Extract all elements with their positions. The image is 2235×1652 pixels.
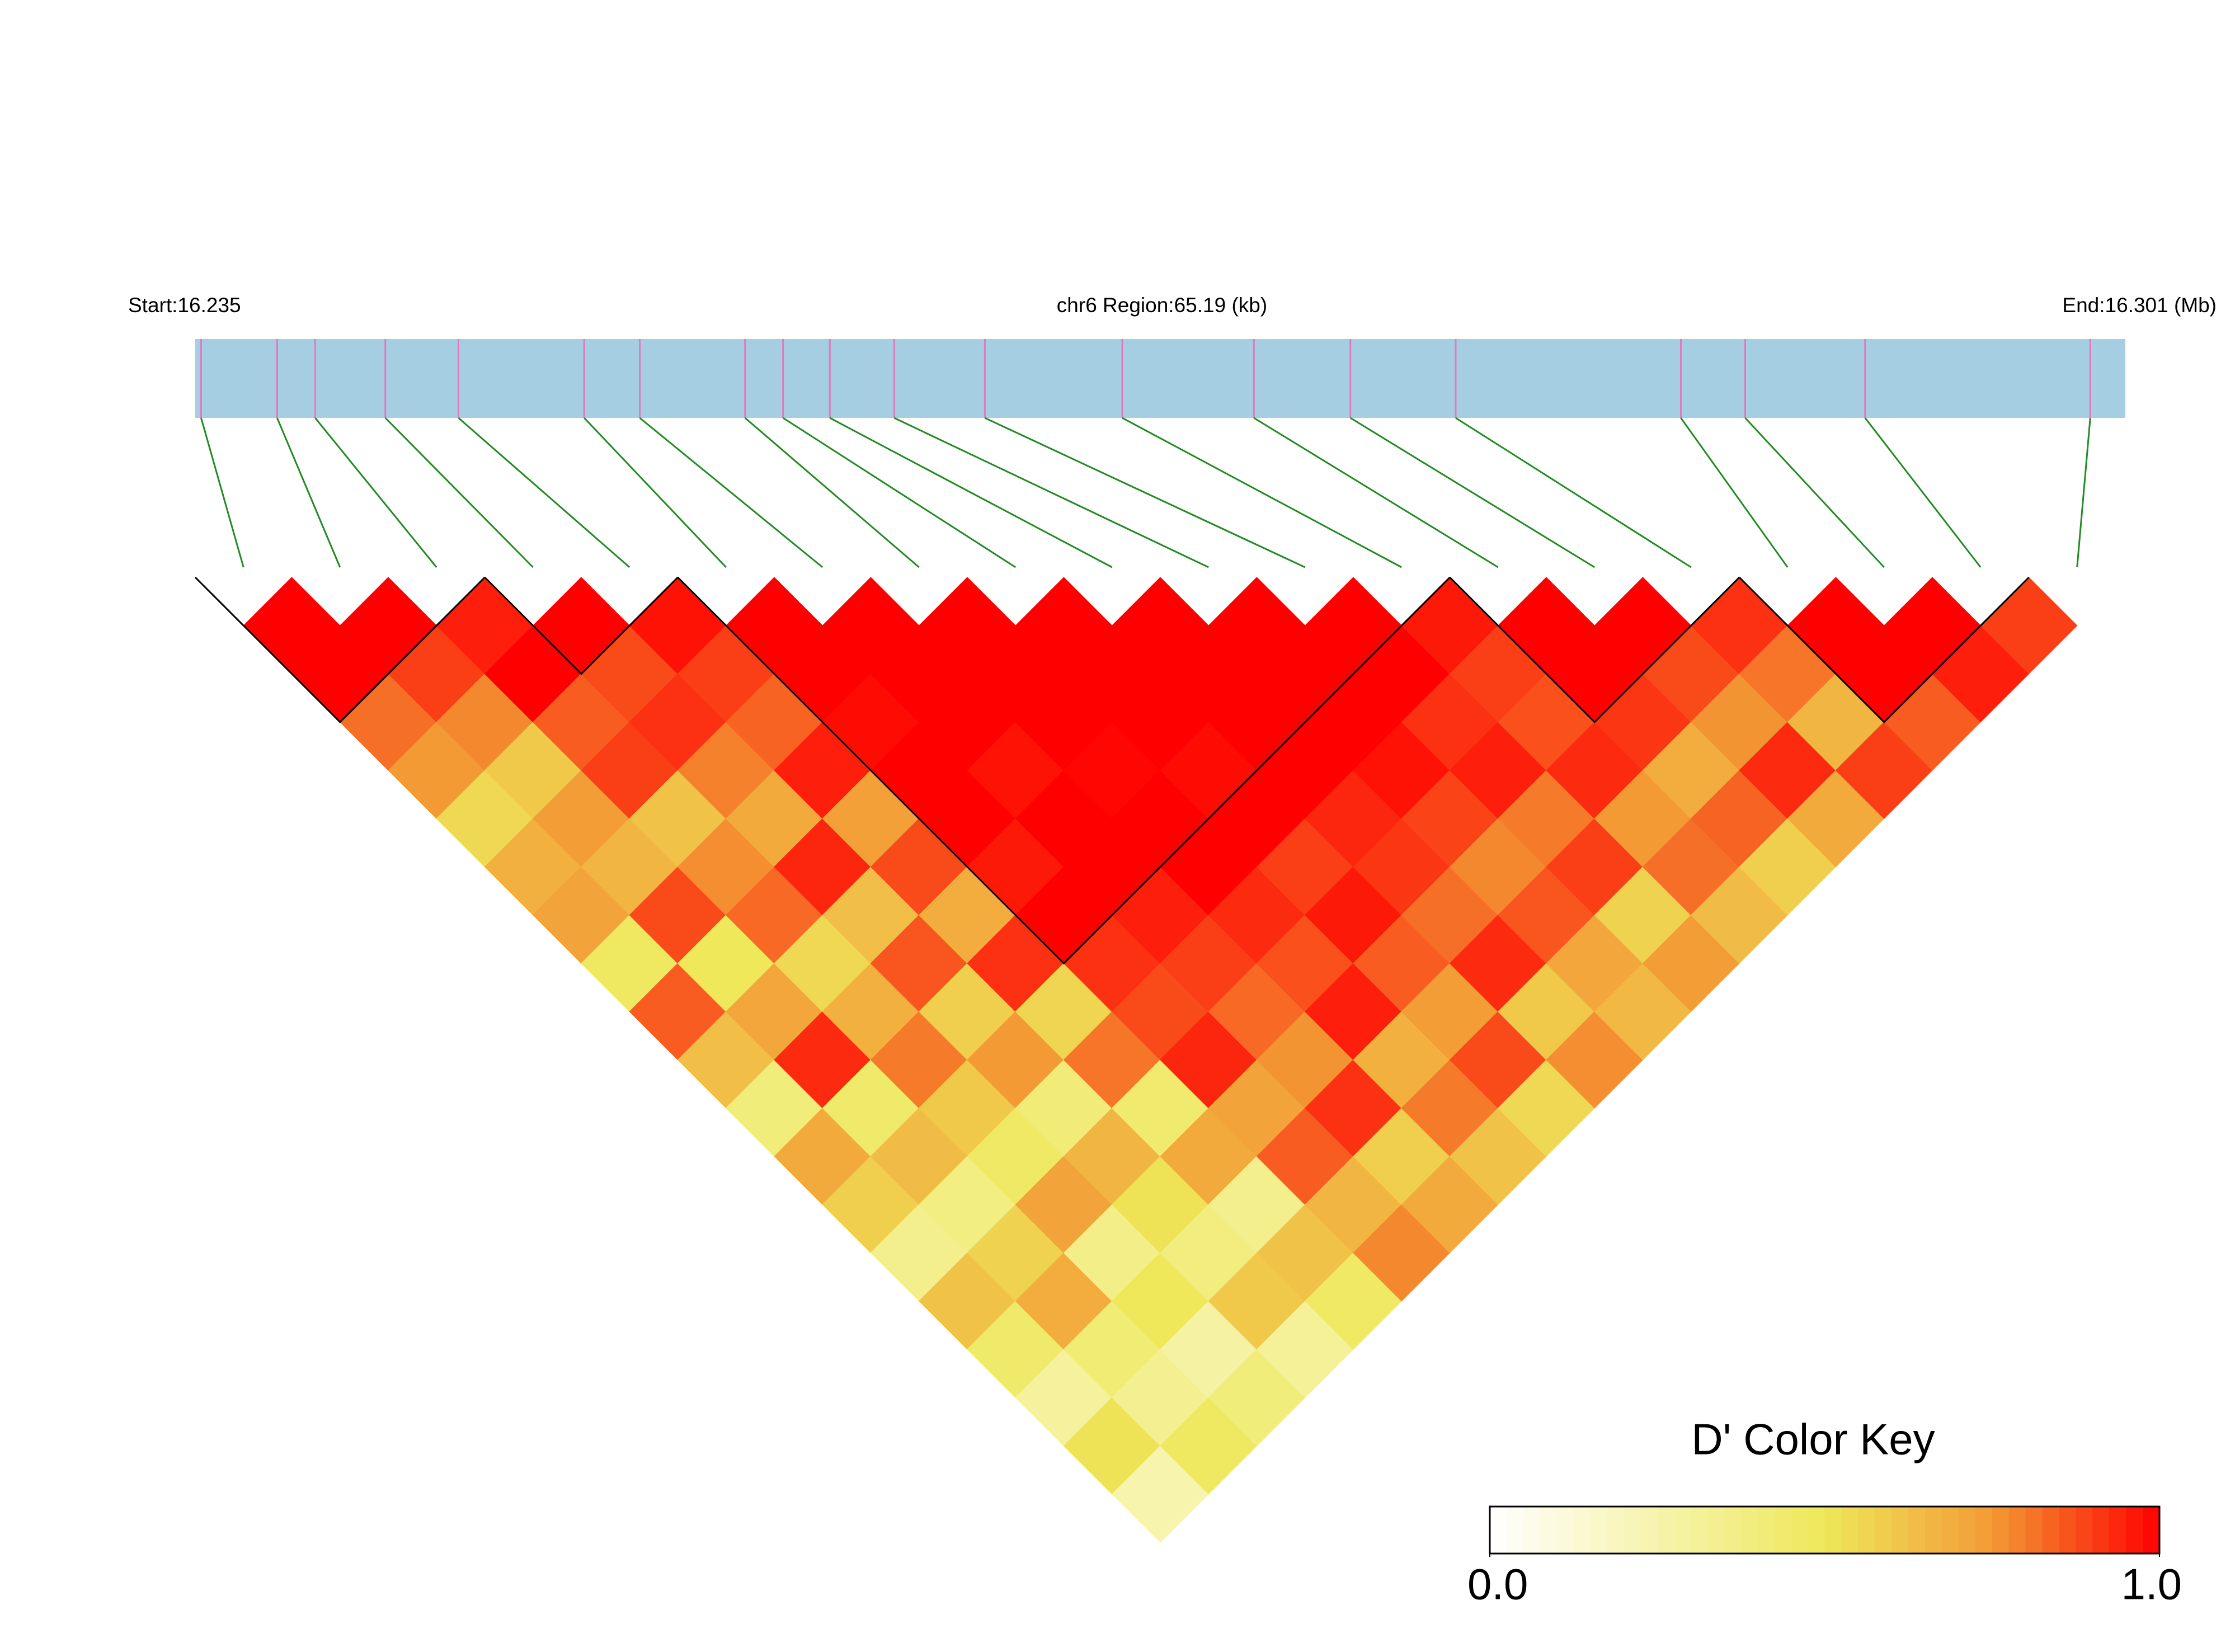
snp-connector (1253, 417, 1499, 568)
snp-connector (200, 417, 244, 568)
snp-connector (1455, 417, 1692, 568)
snp-connector (314, 417, 437, 568)
colorbar-step (1891, 1507, 1909, 1554)
end-label: End:16.301 (Mb) (2062, 294, 2217, 317)
region-label: chr6 Region:65.19 (kb) (1057, 294, 1267, 317)
colorbar-step (1540, 1507, 1558, 1554)
colorbar-step (2042, 1507, 2059, 1554)
snp-connector (782, 417, 1017, 568)
snp-connector (458, 417, 630, 568)
ld-block (1738, 576, 2030, 723)
colorbar-step (1573, 1507, 1591, 1554)
colorbar-step (1640, 1507, 1658, 1554)
colorbar-step (1975, 1507, 1993, 1554)
colorbar-tick-label: 0.0 (1467, 1560, 1528, 1609)
colorbar-step (2025, 1507, 2043, 1554)
colorbar-step (2109, 1507, 2126, 1554)
colorbar-step (2092, 1507, 2110, 1554)
snp-connector (584, 417, 727, 568)
colorbar-step (1757, 1507, 1775, 1554)
colorbar-step (1523, 1507, 1541, 1554)
snp-connector (384, 417, 534, 568)
colorbar-step (2076, 1507, 2093, 1554)
snp-connector (1680, 417, 1789, 568)
colorbar-step (1740, 1507, 1758, 1554)
snp-connector (744, 417, 920, 568)
ld-block (677, 576, 1451, 965)
colorbar-step (1841, 1507, 1858, 1554)
colorbar-step (1724, 1507, 1742, 1554)
colorbar-step (1774, 1507, 1792, 1554)
colorbar-step (1875, 1507, 1892, 1554)
colorbar-step (1590, 1507, 1607, 1554)
snp-connector (829, 417, 1113, 568)
colorbar-step (1808, 1507, 1825, 1554)
ld-block (194, 576, 486, 723)
colorbar-step (1607, 1507, 1624, 1554)
colorbar-step (1992, 1507, 2010, 1554)
colorbar-step (1908, 1507, 1926, 1554)
colorbar-step (1674, 1507, 1691, 1554)
start-label: Start:16.235 (128, 294, 241, 317)
colorbar-tick-label: 1.0 (2121, 1560, 2182, 1609)
colorbar-step (1958, 1507, 1976, 1554)
region-bar (195, 339, 2125, 418)
colorbar-step (1506, 1507, 1524, 1554)
colorbar-step (2143, 1507, 2160, 1554)
colorbar-step (1691, 1507, 1708, 1554)
colorbar-step (1624, 1507, 1641, 1554)
snp-connector (1122, 417, 1402, 568)
colorbar-step (2126, 1507, 2143, 1554)
colorbar-step (2059, 1507, 2076, 1554)
snp-connector (2076, 417, 2091, 568)
colorbar-step (1556, 1507, 1574, 1554)
colorbar-step (1824, 1507, 1842, 1554)
colorbar-step (2008, 1507, 2026, 1554)
ld-block (1449, 576, 1740, 723)
snp-connector (276, 417, 341, 568)
colorbar-step (1791, 1507, 1809, 1554)
colorbar-title: D' Color Key (1691, 1415, 1935, 1464)
colorbar-step (1657, 1507, 1674, 1554)
colorbar-step (1707, 1507, 1725, 1554)
snp-connector (1744, 417, 1885, 568)
colorbar-frame (1489, 1505, 2161, 1555)
colorbar-step (1925, 1507, 1942, 1554)
snp-connector (893, 417, 1209, 568)
snp-connector (1864, 417, 1982, 568)
snp-connector (639, 417, 824, 568)
snp-connector (984, 417, 1306, 568)
snp-connector (1349, 417, 1596, 568)
colorbar-step (1490, 1507, 1507, 1554)
colorbar-step (1858, 1507, 1875, 1554)
colorbar-step (1941, 1507, 1959, 1554)
ld-block (484, 576, 679, 675)
